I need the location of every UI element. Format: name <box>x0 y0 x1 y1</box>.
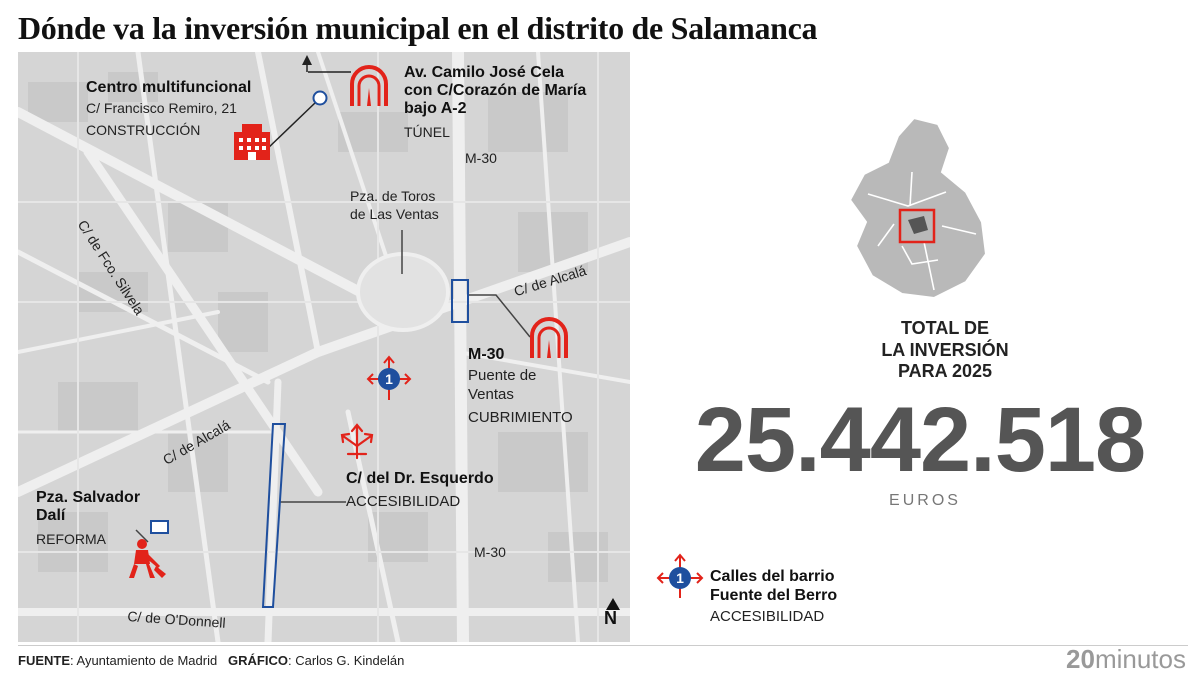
total-label: TOTAL DE LA INVERSIÓN PARA 2025 <box>835 318 1055 383</box>
graphic-key: GRÁFICO <box>228 653 288 668</box>
legend-name-l2: Fuente del Berro <box>710 587 838 604</box>
total-value: 25.442.518 <box>694 389 1146 491</box>
total-label-l1: TOTAL DE <box>900 318 989 338</box>
footer-credits: FUENTE: Ayuntamiento de Madrid GRÁFICO: … <box>18 653 404 668</box>
north-arrow-icon <box>302 55 312 65</box>
plaza-toros-l1: Pza. de Toros <box>350 188 436 204</box>
centro-name: Centro multifuncional <box>86 79 252 96</box>
centro-type: CONSTRUCCIÓN <box>86 122 201 138</box>
location-marker-icon <box>150 520 169 534</box>
madrid-map-icon <box>848 116 988 300</box>
district-map: Centro multifuncional C/ Francisco Remir… <box>18 52 630 642</box>
summary-panel: TOTAL DE LA INVERSIÓN PARA 2025 25.442.5… <box>640 52 1200 642</box>
road-m30-top: M-30 <box>465 150 497 166</box>
footer-divider <box>18 645 1188 646</box>
camilo-type: TÚNEL <box>404 124 450 140</box>
building-icon <box>234 124 270 160</box>
brand-logo: 20minutos <box>1066 644 1186 675</box>
location-marker-icon <box>312 90 328 106</box>
total-label-l2: LA INVERSIÓN <box>881 339 1009 360</box>
total-unit: EUROS <box>889 492 961 509</box>
m30-ventas-detail-l2: Ventas <box>468 386 514 403</box>
source-value: : Ayuntamiento de Madrid <box>70 653 218 668</box>
esquerdo-name: C/ del Dr. Esquerdo <box>346 470 494 487</box>
brand-text: minutos <box>1094 644 1186 674</box>
map-streets <box>18 52 630 642</box>
camilo-name-l3: bajo A-2 <box>404 100 467 117</box>
accessibility-arrows-icon: 1 <box>656 553 704 598</box>
dali-type: REFORMA <box>36 531 106 547</box>
north-label: N <box>604 608 617 628</box>
legend-badge-number: 1 <box>676 570 684 586</box>
dali-name-l2: Dalí <box>36 507 66 524</box>
tunnel-icon <box>530 317 568 358</box>
total-label-l3: PARA 2025 <box>897 361 993 382</box>
legend-type: ACCESIBILIDAD <box>710 608 825 625</box>
camilo-name-l1: Av. Camilo José Cela <box>404 64 565 81</box>
worker-digging-icon <box>129 539 166 578</box>
plaza-toros-l2: de Las Ventas <box>350 206 439 222</box>
m30-ventas-detail-l1: Puente de <box>468 367 537 384</box>
accessibility-arrows-icon: 1 <box>366 355 412 400</box>
m30-ventas-name: M-30 <box>468 346 505 363</box>
legend-name-l1: Calles del barrio <box>710 568 835 585</box>
tunnel-icon <box>350 65 388 106</box>
road-m30-bottom: M-30 <box>474 544 506 560</box>
m30-ventas-type: CUBRIMIENTO <box>468 409 573 426</box>
camilo-name-l2: con C/Corazón de María <box>404 82 587 99</box>
accessibility-arrows-icon <box>340 423 374 460</box>
dali-name-l1: Pza. Salvador <box>36 489 141 506</box>
source-key: FUENTE <box>18 653 70 668</box>
brand-number: 20 <box>1066 644 1095 674</box>
map-badge-number: 1 <box>385 371 393 387</box>
graphic-value: : Carlos G. Kindelán <box>287 653 405 668</box>
esquerdo-type: ACCESIBILIDAD <box>346 493 461 510</box>
north-arrow-icon <box>606 598 620 610</box>
centro-address: C/ Francisco Remiro, 21 <box>86 100 237 116</box>
page-title: Dónde va la inversión municipal en el di… <box>18 10 818 46</box>
